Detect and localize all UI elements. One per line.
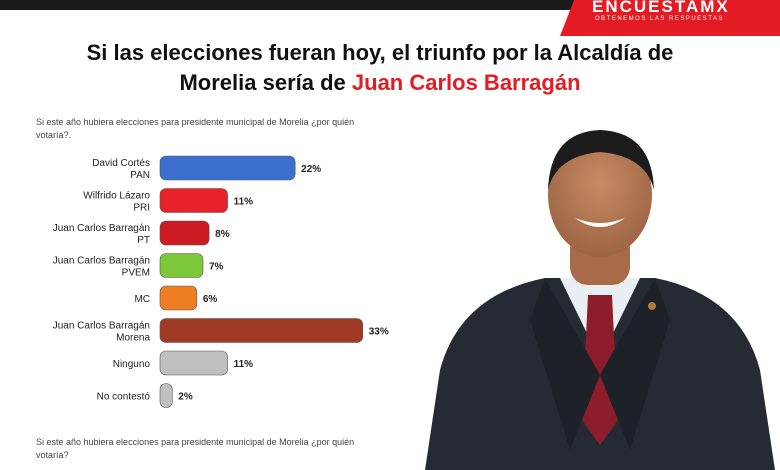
- chart-title: Si las elecciones fueran hoy, el triunfo…: [20, 38, 740, 98]
- category-label: Juan Carlos Barragán: [53, 256, 150, 267]
- category-label: PT: [137, 235, 150, 246]
- title-line-2: Morelia sería de Juan Carlos Barragán: [20, 68, 740, 98]
- bar: [159, 318, 364, 343]
- data-label: 6%: [203, 294, 218, 305]
- bar: [159, 285, 198, 311]
- data-label: 11%: [234, 359, 254, 370]
- candidate-portrait-icon: [425, 130, 775, 470]
- data-label: 7%: [209, 262, 224, 273]
- brand-tagline: OBTENEMOS LAS RESPUESTAS: [595, 16, 724, 22]
- title-line-2-prefix: Morelia sería de: [179, 70, 352, 95]
- category-label: Ninguno: [113, 359, 151, 370]
- category-label: David Cortés: [92, 158, 150, 169]
- bar: [159, 383, 173, 408]
- data-label: 8%: [215, 229, 230, 240]
- category-label: Juan Carlos Barragán: [53, 321, 150, 332]
- bar: [159, 220, 210, 246]
- data-label: 2%: [178, 392, 193, 403]
- category-label: Juan Carlos Barragán: [53, 223, 150, 234]
- bar: [159, 188, 228, 213]
- data-label: 11%: [234, 197, 254, 208]
- category-label: Wilfrido Lázaro: [83, 191, 150, 202]
- brand-logo-box: [560, 0, 780, 36]
- category-label: No contestó: [97, 392, 151, 403]
- category-label: PVEM: [122, 268, 150, 279]
- category-label: Morena: [116, 333, 150, 344]
- bar: [159, 350, 228, 376]
- data-label: 22%: [301, 164, 321, 175]
- bar: [159, 155, 296, 181]
- category-label: PAN: [130, 170, 150, 181]
- footnote: Si este año hubiera elecciones para pres…: [36, 437, 355, 460]
- title-line-1: Si las elecciones fueran hoy, el triunfo…: [86, 40, 674, 65]
- data-label: 33%: [369, 327, 389, 338]
- category-label: MC: [134, 294, 150, 305]
- bar: [159, 253, 204, 278]
- category-label: PRI: [133, 203, 150, 214]
- title-highlight: Juan Carlos Barragán: [351, 70, 581, 95]
- brand-logo: ENCUESTAMX: [592, 0, 730, 16]
- survey-question: Si este año hubiera elecciones para pres…: [36, 117, 355, 140]
- top-bar: [0, 0, 780, 10]
